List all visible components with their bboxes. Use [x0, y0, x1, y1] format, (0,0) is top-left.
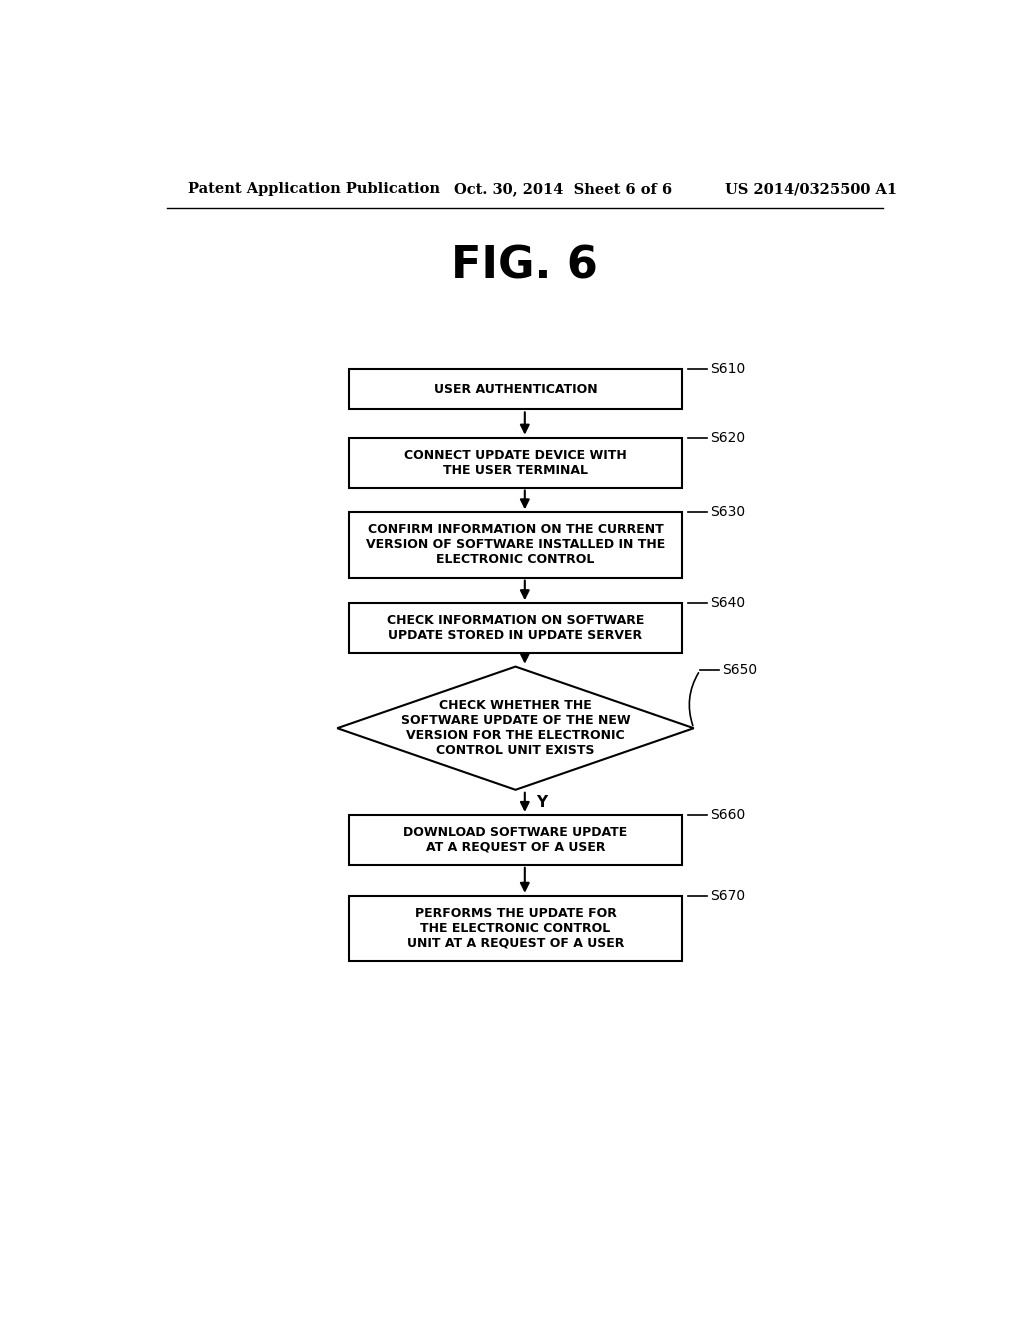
Text: Y: Y: [537, 795, 548, 809]
Text: S650: S650: [722, 664, 757, 677]
Bar: [349, 896, 682, 961]
Bar: [349, 437, 682, 487]
Text: S660: S660: [710, 808, 745, 822]
Bar: [349, 370, 682, 409]
Text: PERFORMS THE UPDATE FOR
THE ELECTRONIC CONTROL
UNIT AT A REQUEST OF A USER: PERFORMS THE UPDATE FOR THE ELECTRONIC C…: [407, 907, 625, 950]
Text: CHECK WHETHER THE
SOFTWARE UPDATE OF THE NEW
VERSION FOR THE ELECTRONIC
CONTROL : CHECK WHETHER THE SOFTWARE UPDATE OF THE…: [400, 700, 631, 758]
Text: Patent Application Publication: Patent Application Publication: [188, 182, 440, 197]
Bar: [349, 603, 682, 653]
Text: FIG. 6: FIG. 6: [452, 244, 598, 288]
Text: DOWNLOAD SOFTWARE UPDATE
AT A REQUEST OF A USER: DOWNLOAD SOFTWARE UPDATE AT A REQUEST OF…: [403, 826, 628, 854]
Text: S670: S670: [710, 888, 745, 903]
Bar: [349, 512, 682, 578]
Text: S640: S640: [710, 597, 745, 610]
Bar: [349, 814, 682, 865]
Text: S620: S620: [710, 430, 745, 445]
Text: CHECK INFORMATION ON SOFTWARE
UPDATE STORED IN UPDATE SERVER: CHECK INFORMATION ON SOFTWARE UPDATE STO…: [387, 614, 644, 642]
Text: USER AUTHENTICATION: USER AUTHENTICATION: [434, 383, 597, 396]
Text: CONNECT UPDATE DEVICE WITH
THE USER TERMINAL: CONNECT UPDATE DEVICE WITH THE USER TERM…: [404, 449, 627, 477]
Text: S610: S610: [710, 363, 745, 376]
Text: S630: S630: [710, 506, 745, 519]
Text: Oct. 30, 2014  Sheet 6 of 6: Oct. 30, 2014 Sheet 6 of 6: [454, 182, 672, 197]
Polygon shape: [337, 667, 693, 789]
Text: US 2014/0325500 A1: US 2014/0325500 A1: [725, 182, 897, 197]
Text: CONFIRM INFORMATION ON THE CURRENT
VERSION OF SOFTWARE INSTALLED IN THE
ELECTRON: CONFIRM INFORMATION ON THE CURRENT VERSI…: [366, 524, 666, 566]
